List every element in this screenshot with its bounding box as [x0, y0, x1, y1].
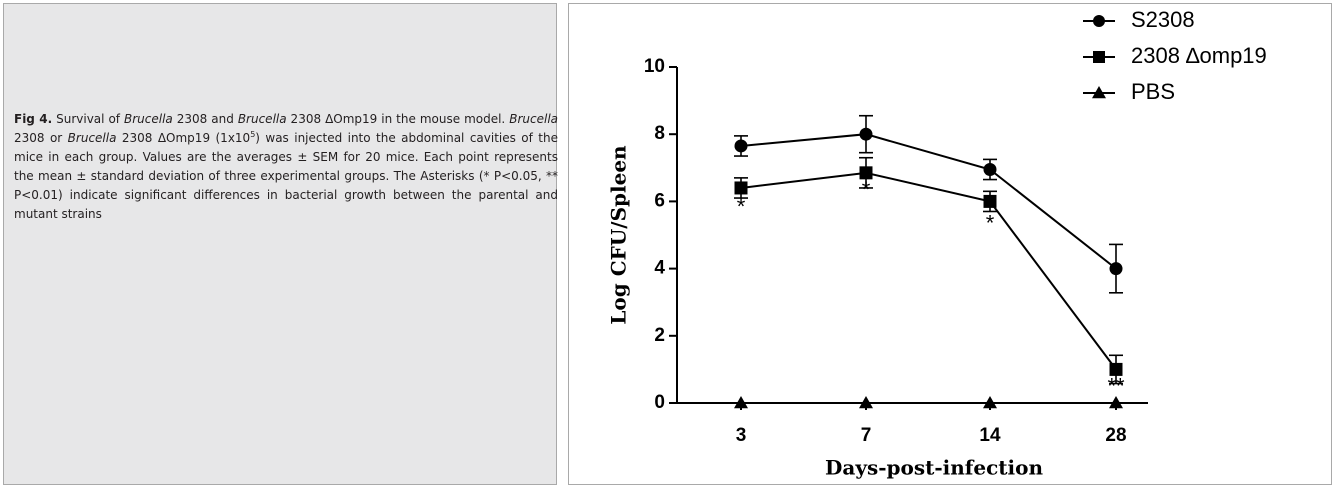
x-axis-title: Days-post-infection	[825, 456, 1043, 480]
caption-panel: Fig 4. Survival of Brucella 2308 and Bru…	[3, 3, 558, 485]
data-point	[734, 139, 748, 153]
legend-label: 2308 ∆omp19	[1131, 43, 1267, 68]
caption-text-segment: Survival of	[52, 112, 124, 126]
legend-marker	[1093, 15, 1105, 27]
series-line	[740, 171, 1117, 370]
significance-asterisk: **	[1107, 374, 1125, 399]
data-point	[1109, 362, 1123, 376]
caption-text-segment: 2308 ΔOmp19 (1x10	[116, 131, 251, 145]
caption-label: Fig 4.	[14, 112, 53, 126]
data-point	[1109, 396, 1123, 409]
caption-text-segment: ) was injected into the abdominal caviti…	[14, 131, 558, 221]
data-point	[859, 127, 873, 141]
y-tick-label: 8	[654, 123, 665, 144]
figure-caption: Fig 4. Survival of Brucella 2308 and Bru…	[14, 110, 558, 224]
data-point	[734, 181, 748, 195]
y-tick-label: 2	[654, 325, 665, 346]
legend-marker	[1092, 86, 1106, 99]
y-tick-label: 0	[654, 392, 665, 413]
legend-label: PBS	[1131, 79, 1175, 104]
data-point	[859, 396, 873, 409]
caption-genus: Brucella	[509, 112, 559, 126]
y-tick-label: 10	[644, 56, 665, 77]
x-tick-label: 7	[861, 425, 872, 446]
significance-asterisk: *	[986, 211, 995, 236]
chart-panel	[568, 3, 1332, 485]
legend-label: S2308	[1131, 7, 1195, 32]
y-tick-label: 4	[654, 258, 665, 279]
caption-genus: Brucella	[67, 131, 117, 145]
data-point	[983, 396, 997, 409]
caption-text-segment: 2308 and	[172, 112, 238, 126]
data-point	[734, 396, 748, 409]
significance-asterisk: *	[862, 177, 871, 202]
caption-genus: Brucella	[237, 112, 287, 126]
data-point	[859, 166, 873, 180]
caption-genus: Brucella	[124, 112, 173, 126]
caption-text-segment: 2308 ΔOmp19 in the mouse model.	[286, 112, 510, 126]
y-tick-label: 6	[654, 190, 665, 211]
data-point	[983, 162, 997, 176]
x-tick-label: 3	[736, 425, 747, 446]
caption-text-segment: 2308 or	[14, 131, 68, 145]
series-line	[740, 133, 1117, 270]
caption-exponent: 5	[250, 130, 256, 139]
x-tick-label: 28	[1105, 425, 1126, 446]
significance-asterisk: *	[737, 194, 746, 219]
data-point	[983, 194, 997, 208]
legend-marker	[1093, 51, 1105, 63]
y-axis-title: Log CFU/Spleen	[607, 145, 631, 325]
x-tick-label: 14	[979, 425, 1001, 446]
data-point	[1109, 262, 1123, 276]
